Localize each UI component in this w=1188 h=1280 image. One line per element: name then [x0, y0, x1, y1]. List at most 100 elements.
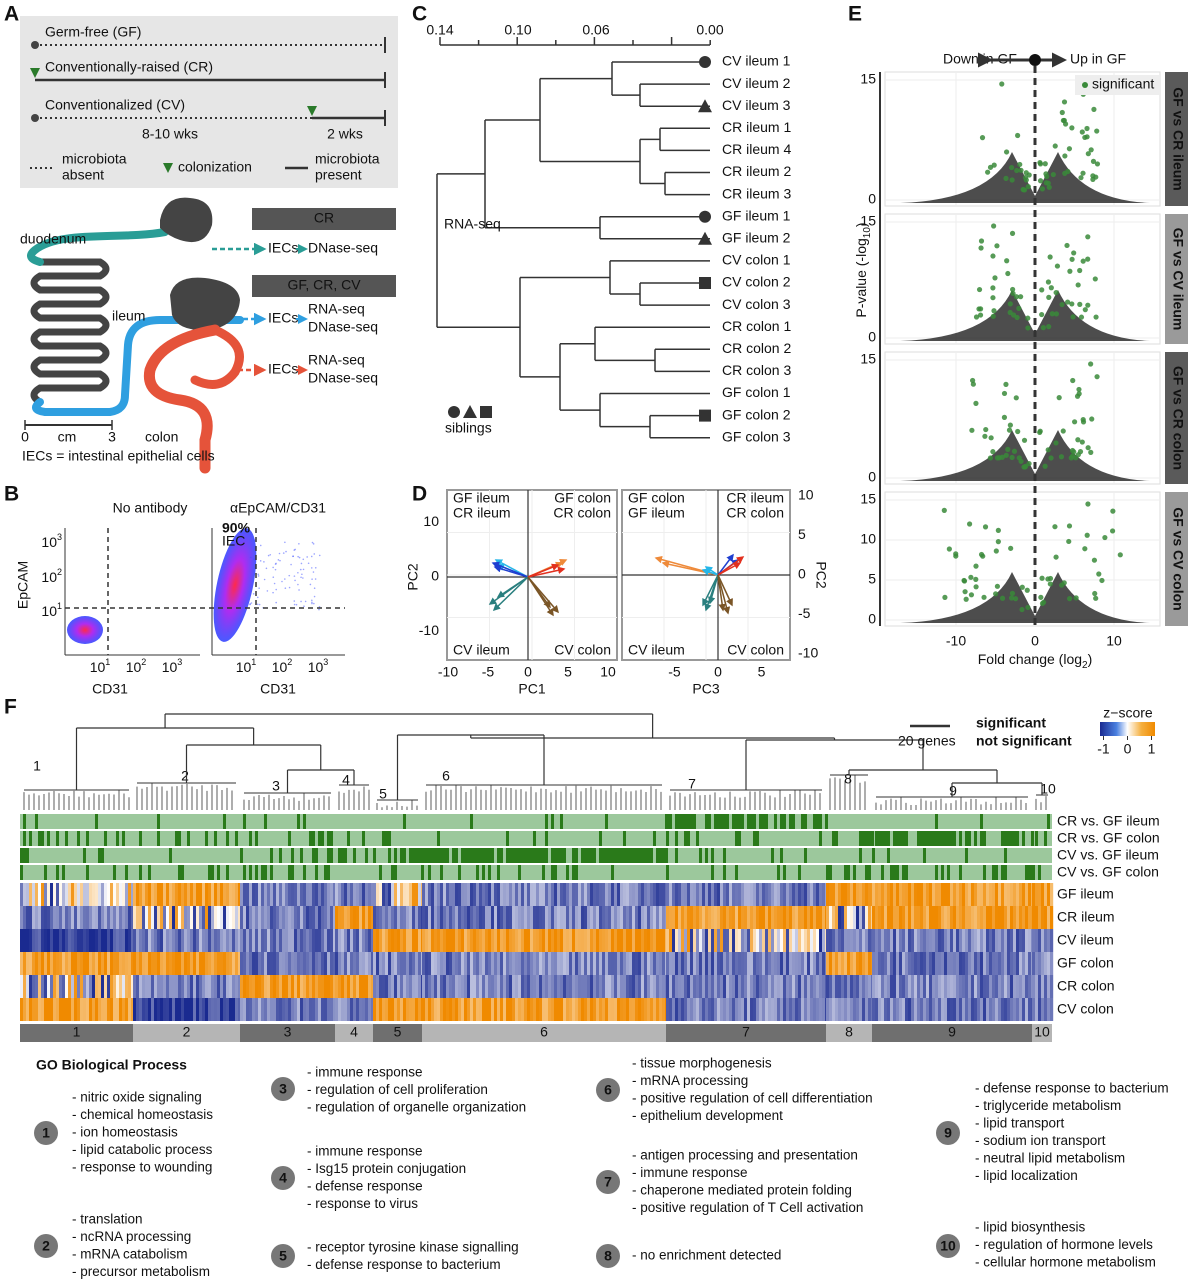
heat-cell [926, 998, 930, 1021]
heat-cell [974, 906, 978, 929]
heat-cell [759, 975, 763, 998]
heat-cell [681, 883, 685, 906]
x-tick-label: 0 [1031, 633, 1039, 649]
heat-cell [560, 975, 564, 998]
heat-cell [620, 952, 624, 975]
heat-cell [359, 998, 363, 1021]
point-density [900, 290, 1150, 341]
heat-cell [977, 998, 981, 1021]
heat-cell [382, 952, 386, 975]
significant-point [1052, 143, 1058, 149]
heat-cell [539, 929, 543, 952]
x-tick-label: 102 [126, 657, 147, 674]
heat-cell [362, 975, 366, 998]
significant-point [1056, 395, 1062, 401]
heat-cell [59, 883, 63, 906]
heat-cell [394, 906, 398, 929]
heat-cell [148, 929, 152, 952]
heat-cell [327, 906, 331, 929]
sig-cell [717, 814, 720, 829]
sig-cell [139, 831, 142, 846]
scale-label: 0.06 [582, 22, 609, 38]
heat-cell [662, 906, 666, 929]
heat-cell [347, 929, 351, 952]
heat-cell [635, 906, 639, 929]
significant-point [1069, 256, 1075, 262]
heat-cell [476, 883, 480, 906]
heat-cell [160, 975, 164, 998]
heat-cell [321, 883, 325, 906]
sig-cell [617, 848, 620, 863]
significant-point [1090, 158, 1097, 164]
sig-cell [116, 831, 119, 846]
heat-cell [455, 929, 459, 952]
significant-point [976, 306, 982, 312]
heat-cell [578, 975, 582, 998]
heat-cell [261, 975, 265, 998]
heat-cell [702, 952, 706, 975]
heat-cell [157, 929, 161, 952]
heat-cell [672, 975, 676, 998]
heat-cell [270, 998, 274, 1021]
sig-cell [47, 831, 50, 846]
heat-cell [35, 998, 39, 1021]
heat-cell [753, 998, 757, 1021]
significant-point [1061, 99, 1068, 105]
heat-cell [347, 952, 351, 975]
loading-arrow [492, 576, 529, 612]
heat-cell [554, 952, 558, 975]
significant-point [1045, 279, 1052, 285]
heat-cell [962, 952, 966, 975]
heat-cell [385, 883, 389, 906]
quadrant-label: CV ileum [453, 642, 510, 658]
sig-cell [527, 848, 530, 863]
heat-cell [862, 998, 866, 1021]
heat-cell [422, 952, 426, 975]
sig-cell [524, 848, 527, 863]
heat-cell [333, 929, 337, 952]
heat-cell [729, 929, 733, 952]
heat-cell [116, 975, 120, 998]
heat-cell [647, 883, 651, 906]
heat-cell [199, 975, 203, 998]
sig-cell [560, 848, 563, 863]
significant-point [1024, 587, 1030, 593]
heat-cell [947, 906, 951, 929]
heat-cell [321, 952, 325, 975]
heat-cell [476, 975, 480, 998]
heat-cell [956, 975, 960, 998]
heat-cell [107, 998, 111, 1021]
heat-cell [217, 998, 221, 1021]
significant-point [1069, 125, 1075, 131]
heat-cell [1004, 952, 1008, 975]
heat-cell [288, 975, 292, 998]
significant-point [1076, 386, 1082, 393]
heat-cell [1016, 929, 1020, 952]
sig-cell [638, 848, 641, 863]
cecum [170, 277, 240, 331]
heat-cell [235, 883, 239, 906]
heat-cell [684, 998, 688, 1021]
significant-point [991, 308, 997, 314]
significant-point [1013, 395, 1019, 401]
significant-point [1110, 508, 1116, 514]
heat-cell [488, 929, 492, 952]
heat-cell [371, 975, 375, 998]
heat-cell [938, 883, 942, 906]
sig-cell [878, 831, 881, 846]
heat-cell [38, 998, 42, 1021]
heat-cell [359, 929, 363, 952]
heat-cell [762, 975, 766, 998]
significant-point [1096, 571, 1102, 577]
significant-point [1064, 299, 1071, 305]
sig-cell [270, 848, 273, 863]
heat-cell [711, 906, 715, 929]
heat-cell [953, 929, 957, 952]
heat-cell [249, 883, 253, 906]
sibling-marker [698, 99, 712, 113]
heat-cell [819, 883, 823, 906]
heat-cell [397, 906, 401, 929]
heat-cell [690, 975, 694, 998]
heat-cell [68, 883, 72, 906]
heat-cell [887, 952, 891, 975]
